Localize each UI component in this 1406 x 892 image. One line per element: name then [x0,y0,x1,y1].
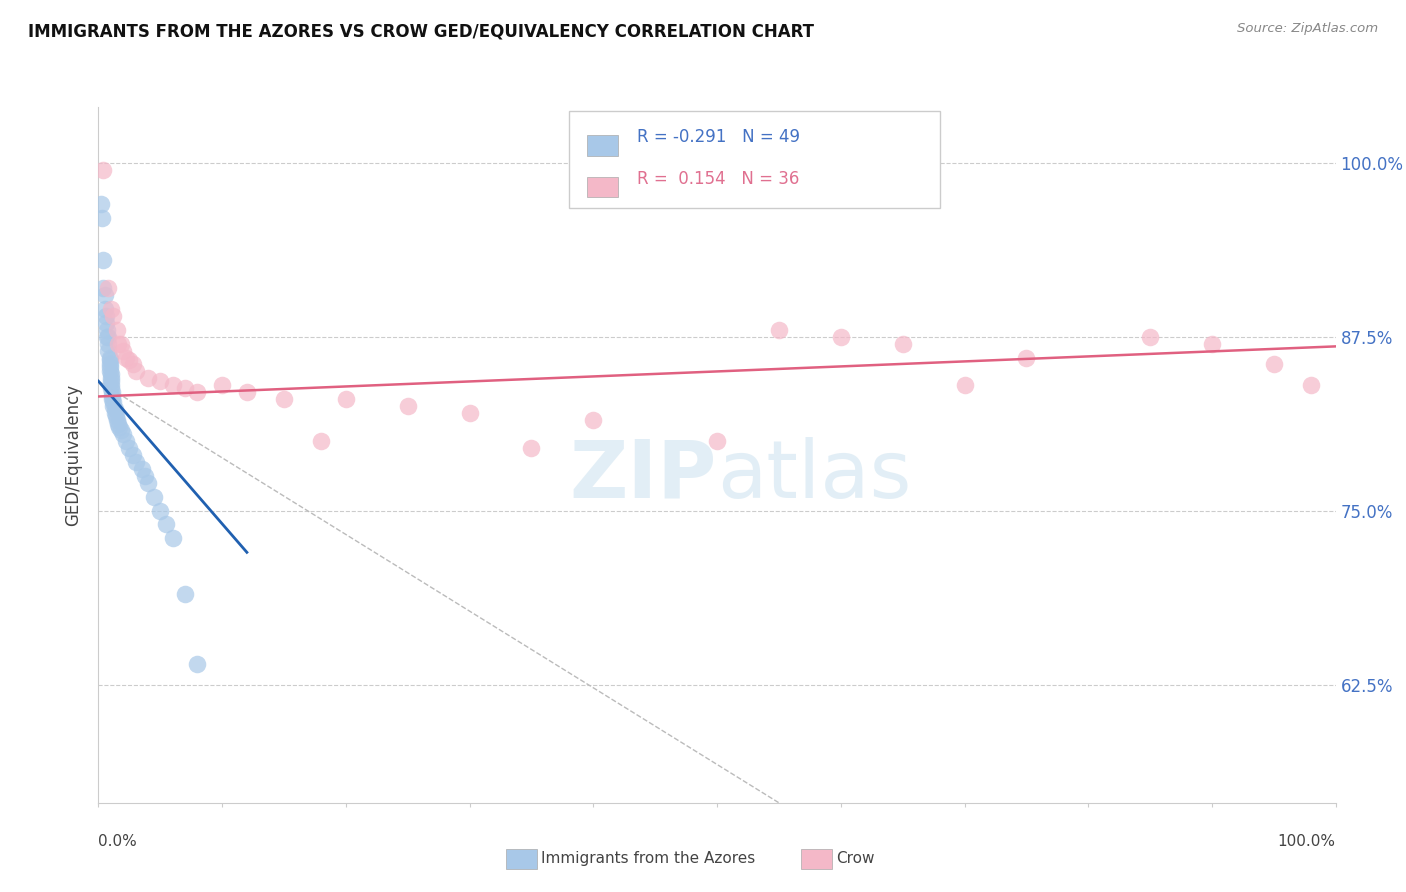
Point [91,211,114,226]
Point [174,587,197,601]
Point [94,316,117,330]
Point [112,427,135,442]
Point [1201,336,1223,351]
Point [520,441,543,455]
Point [891,336,914,351]
Point [1015,351,1038,365]
Point [335,392,357,407]
Point [118,441,141,455]
Point [97,336,120,351]
Point [155,517,177,532]
Point [396,399,419,413]
Point [101,389,124,403]
Text: 0.0%: 0.0% [98,834,138,849]
Point [100,301,122,316]
Point [100,374,122,388]
Point [104,409,127,423]
Point [103,402,125,417]
Point [110,423,132,437]
FancyBboxPatch shape [588,178,619,197]
Point [273,392,295,407]
Point [122,358,145,372]
Point [162,378,184,392]
Point [706,434,728,448]
Point [101,392,124,407]
Point [582,413,605,427]
Point [122,448,145,462]
Text: IMMIGRANTS FROM THE AZORES VS CROW GED/EQUIVALENCY CORRELATION CHART: IMMIGRANTS FROM THE AZORES VS CROW GED/E… [28,22,814,40]
Point [149,374,172,388]
Point [211,378,233,392]
FancyBboxPatch shape [568,111,939,208]
Point [98,364,121,378]
Text: Source: ZipAtlas.com: Source: ZipAtlas.com [1237,22,1378,36]
Point [149,503,172,517]
Point [97,329,120,343]
Point [830,329,852,343]
Point [112,343,135,358]
Point [97,343,120,358]
Point [103,395,125,409]
Point [124,364,146,378]
FancyBboxPatch shape [588,136,619,156]
Point [98,353,121,368]
Point [1139,329,1161,343]
Point [114,351,136,365]
Point [105,323,128,337]
Point [162,532,184,546]
Point [114,434,136,448]
Point [98,351,121,365]
Point [97,281,120,295]
Point [93,301,115,316]
Point [103,399,125,413]
Text: atlas: atlas [717,437,911,515]
Point [105,413,128,427]
Point [94,309,117,323]
Point [174,381,197,395]
Point [143,490,166,504]
Y-axis label: GED/Equivalency: GED/Equivalency [65,384,83,526]
Point [136,371,159,385]
Point [124,455,146,469]
Point [98,358,121,372]
Point [103,309,125,323]
Point [100,371,122,385]
Point [118,353,141,368]
Point [107,417,129,432]
Point [98,360,121,375]
Point [1299,378,1322,392]
Point [768,323,790,337]
Point [103,406,125,420]
Point [309,434,332,448]
Point [236,385,259,400]
Point [93,253,115,268]
Point [953,378,976,392]
Point [93,288,115,302]
Point [96,329,118,343]
Text: ZIP: ZIP [569,437,717,515]
Point [100,381,122,395]
Point [107,336,129,351]
Point [100,378,122,392]
Point [93,162,115,177]
Text: Crow: Crow [837,851,875,865]
Point [1263,358,1285,372]
Point [134,468,156,483]
Text: R =  0.154   N = 36: R = 0.154 N = 36 [637,169,799,187]
Text: R = -0.291   N = 49: R = -0.291 N = 49 [637,128,800,146]
Point [186,385,208,400]
Point [110,336,132,351]
Point [90,197,112,211]
Point [96,323,118,337]
Point [100,368,122,382]
Text: Immigrants from the Azores: Immigrants from the Azores [541,851,755,865]
Point [108,420,131,434]
Point [93,281,115,295]
Point [136,475,159,490]
Point [186,657,208,671]
Text: 100.0%: 100.0% [1278,834,1336,849]
Point [101,385,124,400]
Point [458,406,481,420]
Point [131,462,153,476]
